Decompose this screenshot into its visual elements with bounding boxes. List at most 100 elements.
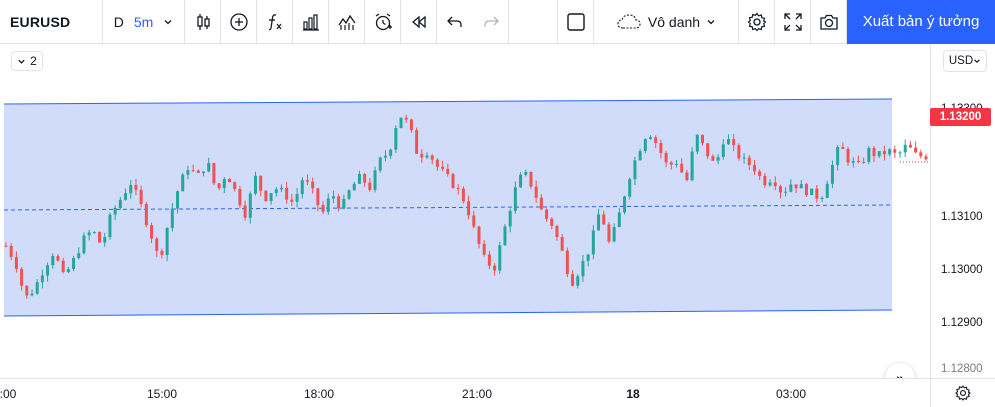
alert-button[interactable]: [365, 0, 401, 44]
channel-lower-line[interactable]: [3, 309, 893, 317]
time-tick-label: 15:00: [146, 387, 178, 401]
candle-up: [170, 208, 174, 228]
candle-down: [456, 187, 460, 189]
bar-chart-icon: [302, 13, 319, 31]
candle-up: [207, 162, 211, 172]
candle-up: [77, 253, 81, 259]
candle-up: [628, 179, 632, 197]
redo-button[interactable]: [473, 0, 509, 44]
candle-up: [108, 214, 112, 238]
candle-down: [217, 183, 221, 189]
undo-button[interactable]: [437, 0, 473, 44]
channel-upper-line[interactable]: [3, 98, 893, 105]
candle-up: [508, 210, 512, 227]
price-chart[interactable]: [0, 45, 930, 378]
publish-idea-button[interactable]: Xuất bản ý tưởng: [847, 0, 995, 44]
candle-up: [165, 227, 169, 255]
candle-up: [113, 208, 117, 215]
indicators-button[interactable]: [257, 0, 293, 44]
currency-button[interactable]: USD: [943, 50, 987, 72]
candle-up: [789, 184, 793, 192]
square-icon: [566, 12, 585, 31]
plus-circle-icon: [229, 12, 248, 31]
layout-name-label: Vô danh: [647, 13, 701, 30]
candle-down: [841, 146, 845, 149]
candle-down: [61, 260, 65, 273]
interval-d-button[interactable]: D: [113, 13, 124, 30]
time-tick-label: 21:00: [461, 387, 493, 401]
candle-down: [919, 152, 923, 157]
candle-up: [87, 232, 91, 236]
candle-up: [383, 155, 387, 158]
price-scale[interactable]: USD 1.13300 1.13100 1.13000 1.12900 1.12…: [930, 45, 995, 378]
candle-down: [144, 203, 148, 226]
chart-type-button[interactable]: [185, 0, 221, 44]
scale-settings-button[interactable]: [930, 378, 995, 407]
candle-down: [415, 130, 419, 154]
candle-up: [202, 171, 206, 173]
candle-down: [804, 184, 808, 196]
candle-up: [342, 198, 346, 209]
candle-down: [534, 186, 538, 198]
candle-up: [643, 139, 647, 152]
candle-down: [160, 250, 164, 255]
candle-down: [461, 188, 465, 202]
channel-mid-line[interactable]: [3, 204, 893, 211]
symbol-label: EURUSD: [10, 13, 71, 30]
candle-down: [778, 186, 782, 193]
layout-name-button[interactable]: Vô danh: [594, 0, 739, 44]
candle-up: [352, 183, 356, 191]
pane-collapse-button[interactable]: 2: [11, 51, 43, 71]
candle-down: [467, 201, 471, 216]
last-price-label: 1.13200: [939, 111, 982, 123]
scroll-to-realtime-button[interactable]: »: [885, 363, 915, 378]
fullscreen-toggle-button[interactable]: [558, 0, 594, 44]
candle-down: [529, 171, 533, 187]
chevron-down-icon[interactable]: [163, 14, 173, 30]
candle-down: [685, 172, 689, 181]
candle-up: [836, 146, 840, 165]
price-tick-label: 1.12800: [941, 363, 983, 375]
candle-up: [851, 160, 855, 163]
candle-down: [893, 149, 897, 153]
candle-up: [633, 160, 637, 180]
candle-up: [623, 196, 627, 213]
candle-down: [441, 166, 445, 169]
candle-down: [316, 188, 320, 206]
candle-up: [581, 261, 585, 277]
function-icon: [268, 13, 281, 30]
candle-down: [664, 152, 668, 163]
interval-selector[interactable]: D 5m: [103, 0, 185, 44]
candle-down: [264, 190, 268, 202]
candle-up: [186, 170, 190, 175]
candle-up: [300, 180, 304, 195]
fullscreen-button[interactable]: [775, 0, 811, 44]
candle-down: [560, 237, 564, 251]
candle-down: [747, 157, 751, 166]
chart-pane[interactable]: 2 »: [0, 45, 930, 378]
candle-up: [591, 230, 595, 255]
interval-5m-button[interactable]: 5m: [133, 13, 154, 30]
time-scale[interactable]: :00 15:00 18:00 21:00 18 03:00: [0, 378, 930, 407]
snapshot-button[interactable]: [811, 0, 847, 44]
symbol-search-button[interactable]: EURUSD: [0, 0, 103, 44]
replay-button[interactable]: [401, 0, 437, 44]
candle-down: [238, 188, 242, 206]
settings-button[interactable]: [739, 0, 775, 44]
candle-up: [617, 212, 621, 228]
candles-icon: [196, 13, 210, 30]
candle-down: [139, 189, 143, 204]
candle-down: [654, 137, 658, 144]
gear-icon: [747, 12, 767, 31]
candle-down: [914, 147, 918, 153]
candle-down: [882, 151, 886, 155]
candle-down: [545, 209, 549, 219]
candle-down: [482, 243, 486, 255]
compare-button[interactable]: [221, 0, 257, 44]
candle-up: [519, 174, 523, 188]
price-tick-label: 1.12900: [941, 317, 983, 329]
candle-up: [347, 190, 351, 199]
financials-button[interactable]: [293, 0, 329, 44]
templates-button[interactable]: [329, 0, 365, 44]
candle-up: [326, 198, 330, 212]
